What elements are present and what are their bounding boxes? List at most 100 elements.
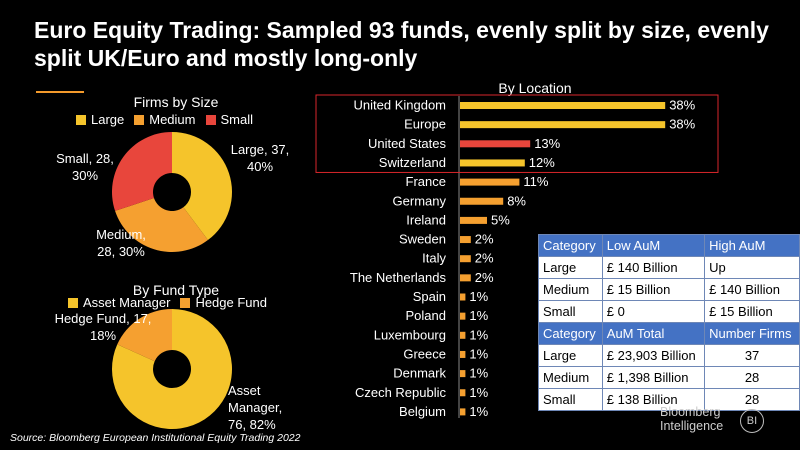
location-data-label: 2%: [475, 270, 494, 285]
location-tick-label: Czech Republic: [355, 385, 447, 400]
type-pie-slice-asset-manager: [111, 309, 232, 429]
location-bar: [460, 102, 666, 109]
header-cell: Category: [538, 322, 603, 345]
size-pie-slice-medium: [115, 197, 208, 252]
table-cell: Up: [704, 256, 800, 279]
location-data-label: 38%: [669, 117, 695, 132]
table-cell: £ 23,903 Billion: [601, 344, 706, 367]
location-bar: [460, 159, 525, 167]
legend-swatch-hedge-fund: [180, 297, 191, 308]
table-cell: Medium: [538, 278, 603, 301]
location-data-label: 1%: [469, 327, 488, 342]
size-pie-title: Firms by Size: [133, 94, 219, 110]
location-bar: [460, 389, 466, 397]
location-data-label: 38%: [669, 98, 695, 113]
type-pie-legend: Asset Manager Hedge Fund: [68, 295, 277, 310]
location-data-label: 1%: [469, 308, 488, 323]
location-bar: [460, 370, 466, 378]
location-tick-label: Belgium: [399, 404, 446, 419]
legend-label-hedge-fund: Hedge Fund: [195, 295, 267, 310]
location-tick-label: Luxembourg: [374, 327, 446, 342]
legend-hedge-fund: Hedge Fund: [180, 295, 267, 310]
header-cell: Category: [538, 234, 603, 257]
location-data-label: 2%: [475, 232, 494, 247]
location-tick-label: United States: [368, 136, 447, 151]
location-bar: [460, 255, 471, 263]
location-highlight-box: [315, 94, 719, 173]
location-data-label: 1%: [469, 289, 488, 304]
location-bar: [460, 293, 466, 301]
size-pie-slice-large: [172, 132, 233, 241]
table-cell: Large: [538, 256, 603, 279]
table-cell: 28: [704, 366, 800, 389]
page-title: Euro Equity Trading: Sampled 93 funds, e…: [34, 17, 769, 71]
location-tick-label: Greece: [403, 346, 446, 361]
table-cell: Medium: [538, 366, 603, 389]
type-pie-title: By Fund Type: [132, 282, 220, 298]
table-cell: Large: [538, 344, 603, 367]
size-pie-label-medium: Medium, 28, 30%: [96, 227, 146, 259]
location-bar: [460, 331, 466, 339]
location-tick-label: United Kingdom: [354, 98, 447, 113]
location-tick-label: Denmark: [393, 366, 446, 381]
location-data-label: 13%: [534, 136, 560, 151]
table-row: Small £ 0 £ 15 Billion: [538, 300, 800, 323]
location-tick-label: Ireland: [406, 212, 446, 227]
location-data-label: 2%: [475, 251, 494, 266]
type-pie-label-hedge-fund: Hedge Fund, 17, 18%: [54, 311, 152, 343]
table-row: Large £ 140 Billion Up: [538, 256, 800, 279]
legend-label-medium: Medium: [149, 112, 196, 127]
table-row: Medium £ 15 Billion £ 140 Billion: [538, 278, 800, 301]
legend-label-asset-manager: Asset Manager: [83, 295, 171, 310]
legend-small: Small: [205, 112, 254, 127]
size-pie-label-large: Large, 37, 40%: [230, 142, 290, 174]
legend-label-large: Large: [91, 112, 125, 127]
location-tick-label: Sweden: [399, 232, 446, 247]
location-data-label: 12%: [529, 155, 555, 170]
location-data-label: 8%: [507, 193, 526, 208]
table-cell: £ 15 Billion: [704, 300, 800, 323]
location-data-label: 11%: [523, 174, 548, 189]
location-bar: [460, 236, 471, 244]
table-cell: Small: [538, 300, 603, 323]
brand-line-2: Intelligence: [660, 419, 724, 433]
type-pie-chart: [111, 309, 232, 429]
legend-medium: Medium: [134, 112, 196, 127]
legend-swatch-large: [76, 114, 86, 125]
legend-label-small: Small: [220, 112, 254, 127]
location-data-label: 1%: [469, 366, 488, 381]
table-cell: £ 138 Billion: [601, 388, 706, 411]
header-cell: High AuM: [704, 234, 800, 257]
table-row: Small £ 138 Billion 28: [538, 388, 800, 411]
table-cell: £ 15 Billion: [601, 278, 706, 301]
brand-line-1: Bloomberg: [660, 405, 721, 419]
header-cell: AuM Total: [601, 322, 706, 345]
location-bar: [460, 216, 487, 224]
location-bar: [460, 274, 471, 282]
location-data-label: 1%: [469, 385, 488, 400]
table-cell: 28: [704, 388, 800, 411]
size-pie-chart: [112, 132, 233, 252]
location-tick-label: Spain: [413, 289, 446, 304]
location-bar: [460, 312, 466, 320]
table-cell: £ 0: [601, 300, 706, 323]
location-data-label: 1%: [469, 346, 488, 361]
location-chart-title: By Location: [498, 80, 572, 96]
size-table-header: Category Low AuM High AuM: [538, 234, 800, 257]
location-bar: [460, 178, 520, 186]
table-cell: 37: [704, 344, 800, 367]
location-tick-label: Italy: [422, 251, 446, 266]
size-pie-label-small: Small, 28, 30%: [56, 151, 114, 183]
table-cell: Small: [538, 388, 603, 411]
legend-asset-manager: Asset Manager: [68, 295, 170, 310]
bi-logo-icon: BI: [740, 409, 764, 433]
location-tick-label: France: [406, 174, 446, 189]
location-bar: [460, 197, 504, 205]
location-tick-label: The Netherlands: [350, 270, 447, 285]
location-data-label: 5%: [491, 212, 510, 227]
type-pie-slice-hedge-fund: [117, 309, 172, 362]
table-cell: £ 140 Billion: [704, 278, 800, 301]
size-pie-slice-small: [112, 132, 172, 211]
table-cell: £ 1,398 Billion: [601, 366, 706, 389]
legend-swatch-small: [205, 114, 216, 125]
